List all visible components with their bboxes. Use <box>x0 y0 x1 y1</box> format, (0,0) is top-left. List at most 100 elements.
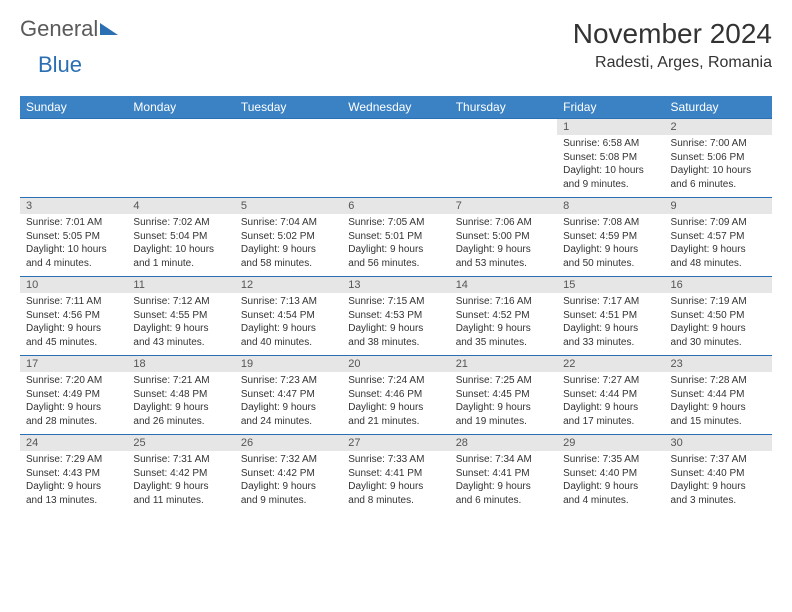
sunset: Sunset: 4:44 PM <box>563 388 658 402</box>
daylight-line2: and 48 minutes. <box>671 257 766 271</box>
logo-text-blue: Blue <box>38 52 82 77</box>
details-cell: Sunrise: 7:25 AMSunset: 4:45 PMDaylight:… <box>450 372 557 435</box>
day-details: Sunrise: 7:08 AMSunset: 4:59 PMDaylight:… <box>557 214 664 276</box>
day-number: 15 <box>557 277 664 293</box>
daynum-cell: 30 <box>665 435 772 452</box>
daylight-line2: and 9 minutes. <box>563 178 658 192</box>
sunset: Sunset: 4:40 PM <box>671 467 766 481</box>
day-number: 5 <box>235 198 342 214</box>
day-number <box>127 119 234 133</box>
daylight-line1: Daylight: 9 hours <box>241 401 336 415</box>
daynum-cell: 20 <box>342 356 449 373</box>
month-title: November 2024 <box>573 18 772 50</box>
daynum-cell: 27 <box>342 435 449 452</box>
daylight-line1: Daylight: 9 hours <box>563 401 658 415</box>
daylight-line1: Daylight: 9 hours <box>456 243 551 257</box>
sunrise: Sunrise: 7:32 AM <box>241 453 336 467</box>
daynum-cell: 22 <box>557 356 664 373</box>
day-details: Sunrise: 7:02 AMSunset: 5:04 PMDaylight:… <box>127 214 234 276</box>
details-cell: Sunrise: 7:12 AMSunset: 4:55 PMDaylight:… <box>127 293 234 356</box>
day-number: 1 <box>557 119 664 135</box>
daynum-cell <box>450 119 557 136</box>
sunset: Sunset: 4:44 PM <box>671 388 766 402</box>
sunset: Sunset: 4:57 PM <box>671 230 766 244</box>
day-number: 2 <box>665 119 772 135</box>
daynum-cell: 17 <box>20 356 127 373</box>
daynum-cell: 29 <box>557 435 664 452</box>
details-cell <box>235 135 342 198</box>
details-cell: Sunrise: 7:31 AMSunset: 4:42 PMDaylight:… <box>127 451 234 513</box>
sunrise: Sunrise: 7:34 AM <box>456 453 551 467</box>
daynum-row: 10111213141516 <box>20 277 772 294</box>
day-number <box>235 119 342 133</box>
sunrise: Sunrise: 7:24 AM <box>348 374 443 388</box>
sunset: Sunset: 4:48 PM <box>133 388 228 402</box>
sunset: Sunset: 4:54 PM <box>241 309 336 323</box>
day-number: 14 <box>450 277 557 293</box>
daylight-line2: and 1 minute. <box>133 257 228 271</box>
day-number: 6 <box>342 198 449 214</box>
daynum-cell: 24 <box>20 435 127 452</box>
day-header: Monday <box>127 96 234 119</box>
day-number: 18 <box>127 356 234 372</box>
details-cell: Sunrise: 7:23 AMSunset: 4:47 PMDaylight:… <box>235 372 342 435</box>
daynum-cell: 16 <box>665 277 772 294</box>
day-number: 21 <box>450 356 557 372</box>
details-cell: Sunrise: 7:04 AMSunset: 5:02 PMDaylight:… <box>235 214 342 277</box>
daylight-line2: and 50 minutes. <box>563 257 658 271</box>
daynum-cell: 3 <box>20 198 127 215</box>
logo-triangle-icon <box>100 23 118 35</box>
day-details: Sunrise: 7:34 AMSunset: 4:41 PMDaylight:… <box>450 451 557 513</box>
title-block: November 2024 Radesti, Arges, Romania <box>573 18 772 72</box>
sunset: Sunset: 4:49 PM <box>26 388 121 402</box>
details-cell <box>450 135 557 198</box>
daynum-row: 12 <box>20 119 772 136</box>
sunset: Sunset: 5:05 PM <box>26 230 121 244</box>
sunset: Sunset: 4:51 PM <box>563 309 658 323</box>
daylight-line2: and 24 minutes. <box>241 415 336 429</box>
day-number: 10 <box>20 277 127 293</box>
daylight-line1: Daylight: 9 hours <box>671 322 766 336</box>
daylight-line1: Daylight: 9 hours <box>563 480 658 494</box>
sunset: Sunset: 5:00 PM <box>456 230 551 244</box>
daylight-line1: Daylight: 10 hours <box>133 243 228 257</box>
day-details: Sunrise: 7:00 AMSunset: 5:06 PMDaylight:… <box>665 135 772 197</box>
details-cell: Sunrise: 7:33 AMSunset: 4:41 PMDaylight:… <box>342 451 449 513</box>
day-details: Sunrise: 7:19 AMSunset: 4:50 PMDaylight:… <box>665 293 772 355</box>
day-details: Sunrise: 7:16 AMSunset: 4:52 PMDaylight:… <box>450 293 557 355</box>
details-cell: Sunrise: 7:19 AMSunset: 4:50 PMDaylight:… <box>665 293 772 356</box>
daylight-line1: Daylight: 10 hours <box>26 243 121 257</box>
sunrise: Sunrise: 7:25 AM <box>456 374 551 388</box>
daynum-cell: 6 <box>342 198 449 215</box>
daylight-line2: and 6 minutes. <box>671 178 766 192</box>
daylight-line2: and 13 minutes. <box>26 494 121 508</box>
day-number: 13 <box>342 277 449 293</box>
daylight-line1: Daylight: 9 hours <box>671 243 766 257</box>
sunrise: Sunrise: 7:33 AM <box>348 453 443 467</box>
daylight-line2: and 19 minutes. <box>456 415 551 429</box>
sunset: Sunset: 4:43 PM <box>26 467 121 481</box>
day-number: 28 <box>450 435 557 451</box>
day-header: Wednesday <box>342 96 449 119</box>
sunset: Sunset: 4:47 PM <box>241 388 336 402</box>
daylight-line1: Daylight: 9 hours <box>456 480 551 494</box>
daynum-cell: 10 <box>20 277 127 294</box>
daynum-cell <box>342 119 449 136</box>
daylight-line2: and 53 minutes. <box>456 257 551 271</box>
sunset: Sunset: 5:06 PM <box>671 151 766 165</box>
day-details <box>342 135 449 193</box>
daylight-line2: and 43 minutes. <box>133 336 228 350</box>
daynum-cell: 18 <box>127 356 234 373</box>
sunrise: Sunrise: 7:13 AM <box>241 295 336 309</box>
details-cell: Sunrise: 7:28 AMSunset: 4:44 PMDaylight:… <box>665 372 772 435</box>
daynum-cell <box>235 119 342 136</box>
details-row: Sunrise: 7:11 AMSunset: 4:56 PMDaylight:… <box>20 293 772 356</box>
daynum-cell: 1 <box>557 119 664 136</box>
sunset: Sunset: 5:01 PM <box>348 230 443 244</box>
daylight-line2: and 11 minutes. <box>133 494 228 508</box>
daylight-line1: Daylight: 9 hours <box>26 480 121 494</box>
day-number: 17 <box>20 356 127 372</box>
day-details: Sunrise: 7:25 AMSunset: 4:45 PMDaylight:… <box>450 372 557 434</box>
day-details: Sunrise: 7:28 AMSunset: 4:44 PMDaylight:… <box>665 372 772 434</box>
daynum-cell: 8 <box>557 198 664 215</box>
